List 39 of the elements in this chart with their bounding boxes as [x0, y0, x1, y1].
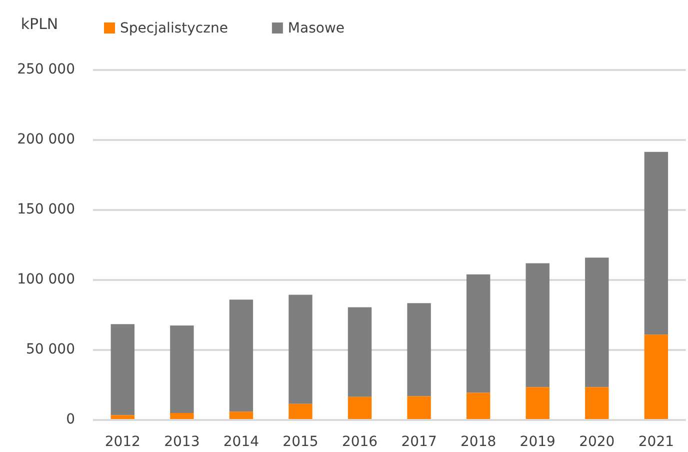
bar: [526, 387, 550, 419]
x-tick-label: 2015: [282, 434, 318, 450]
bar: [585, 387, 609, 419]
bar: [466, 274, 490, 393]
bar: [585, 258, 609, 388]
bar: [170, 326, 194, 413]
x-tick-label: 2014: [223, 434, 260, 450]
y-tick-label: 250 000: [17, 62, 75, 78]
y-tick-label: 100 000: [17, 272, 75, 288]
bar: [407, 396, 431, 419]
x-tick-label: 2016: [342, 434, 378, 450]
bar: [288, 294, 312, 404]
y-axis-title: kPLN: [20, 14, 58, 33]
bar: [407, 303, 431, 396]
x-tick-label: 2021: [638, 434, 674, 450]
bar: [110, 415, 134, 419]
bar: [229, 412, 254, 419]
y-tick-label: 50 000: [26, 342, 75, 358]
y-tick-label: 0: [66, 412, 75, 428]
y-tick-label: 150 000: [17, 202, 75, 218]
bar: [110, 324, 134, 416]
x-tick-label: 2013: [164, 434, 200, 450]
bar: [229, 300, 254, 412]
bar: [644, 334, 668, 419]
bar: [348, 307, 372, 397]
bar: [644, 152, 668, 335]
y-tick-label: 200 000: [17, 132, 75, 148]
bar: [466, 392, 490, 419]
bar: [526, 263, 550, 388]
x-tick-label: 2018: [460, 434, 496, 450]
x-tick-label: 2017: [401, 434, 437, 450]
bar: [288, 404, 312, 419]
x-tick-label: 2019: [520, 434, 556, 450]
x-tick-label: 2012: [104, 434, 140, 450]
legend-label: Specjalistyczne: [120, 20, 228, 37]
bar: [348, 396, 372, 419]
x-tick-label: 2020: [579, 434, 615, 450]
legend-label: Masowe: [288, 20, 345, 37]
bar: [170, 413, 194, 419]
